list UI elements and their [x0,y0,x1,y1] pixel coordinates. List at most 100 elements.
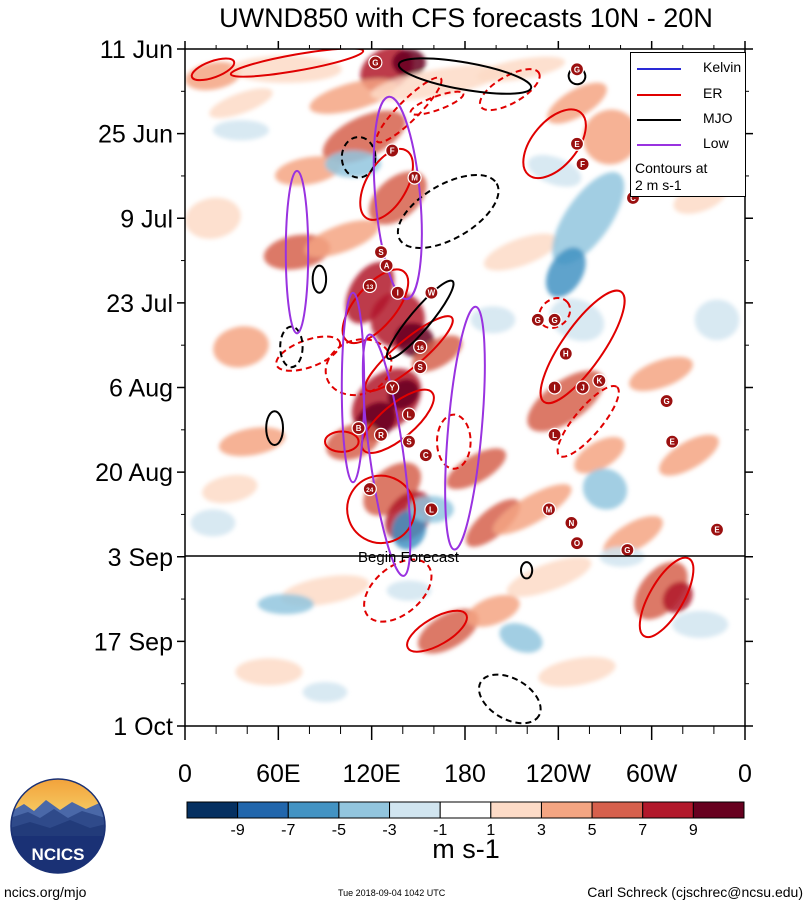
storm-marker-disc [379,258,394,273]
storm-marker: G [620,542,635,558]
storm-marker: C [418,448,433,463]
anomaly-patch [483,233,559,271]
legend-line-mjo [637,119,681,121]
anomaly-patch [672,610,729,638]
storm-marker-disc [547,380,562,395]
legend-label-er: ER [703,85,723,101]
anomaly-patch [368,171,427,225]
wave-contour [361,333,412,577]
anomaly-patch [506,557,592,597]
colorbar-label: 1 [486,822,495,839]
anomaly-patch [309,78,397,114]
anomaly-patch [235,658,303,686]
storm-marker: B [351,421,366,436]
legend-item-low: Low [635,135,745,153]
storm-marker: J [575,380,590,395]
colorbar-label: 5 [588,822,597,839]
wave-contour [375,76,443,144]
y-tick-label: 11 Jun [100,36,173,64]
forecast-line-label: Begin Forecast [358,549,460,566]
wave-contour [279,325,304,369]
wave-contour [275,335,342,372]
legend-item-er: ER [635,85,745,103]
storm-marker-label: B [356,424,362,433]
storm-marker: M [407,170,422,185]
anomaly-patch [417,608,479,654]
storm-marker-label: M [411,174,418,183]
storm-marker-disc [541,502,557,517]
storm-marker-label: I [397,289,399,298]
anomaly-patch [185,61,241,91]
legend-contour-note: Contours at 2 m s-1 [635,160,707,194]
anomaly-patch [694,299,740,341]
anomaly-patch [386,580,432,601]
wave-contour [638,556,695,639]
storm-marker-label: S [406,438,412,447]
storm-marker-label: 16 [417,345,425,352]
storm-marker-disc [569,536,585,551]
storm-marker-label: E [670,438,676,447]
wave-contour [284,169,310,335]
anomaly-patch [209,88,273,119]
anomaly-patch [659,434,719,476]
storm-marker-disc [424,502,439,517]
storm-marker-label: G [574,65,580,74]
anomaly-patch [466,594,520,627]
y-tick-label: 25 Jun [98,121,173,149]
x-tick-label: 0 [738,760,752,788]
footer-url: ncics.org/mjo [4,884,87,900]
wave-contour [444,305,486,551]
storm-marker: E [569,136,585,151]
storm-marker-disc [401,434,417,449]
wave-contour [340,136,377,179]
storm-marker: E [665,434,680,449]
colorbar-label: -5 [332,822,346,839]
y-tick-label: 17 Sep [94,628,173,656]
wave-contour [539,289,626,405]
legend-line-kelvin [637,68,681,70]
storm-marker-label: 24 [366,487,374,494]
storm-marker-disc [424,285,439,300]
storm-marker-disc [575,156,590,172]
y-tick-label: 3 Sep [108,544,173,572]
colorbar-swatch [490,801,542,819]
colorbar-label: -9 [231,822,245,839]
wave-contour [324,338,393,397]
legend-label-kelvin: Kelvin [703,59,742,75]
storm-marker-disc [569,136,585,151]
storm-marker: G [530,312,545,327]
storm-marker-disc [373,245,389,260]
storm-marker: S [401,434,417,449]
wave-contour [522,108,587,180]
storm-marker-label: M [546,505,553,514]
storm-marker: R [373,427,389,442]
wave-contour [190,57,236,82]
legend-line-low [637,144,681,146]
storm-marker: H [558,346,573,361]
storm-marker: L [401,407,417,422]
storm-marker-label: Y [390,384,396,393]
storm-marker-label: H [563,350,569,359]
storm-marker-label: E [714,526,720,535]
chart-title: UWND850 with CFS forecasts 10N - 20N [219,3,713,33]
wave-contour [397,57,533,95]
storm-marker: Y [385,380,400,395]
anomaly-patch [538,656,616,687]
anomaly-patch [582,468,628,510]
y-tick-label: 9 Jul [120,205,173,233]
colorbar-swatch [540,801,593,819]
y-tick-label: 6 Aug [109,375,173,403]
colorbar-units: m s-1 [432,834,500,864]
wave-contour [406,609,468,653]
storm-marker-label: G [372,59,378,68]
anomaly-patch [304,220,379,258]
storm-marker-label: 13 [366,284,374,291]
wave-contour [520,561,534,580]
anomaly-patch [257,593,314,615]
anomaly-patch [499,623,543,653]
storm-marker: G [569,62,585,77]
storm-marker-disc [564,515,579,531]
legend-item-kelvin: Kelvin [635,59,745,77]
storm-marker-label: E [574,140,580,149]
storm-marker-disc [351,421,366,436]
